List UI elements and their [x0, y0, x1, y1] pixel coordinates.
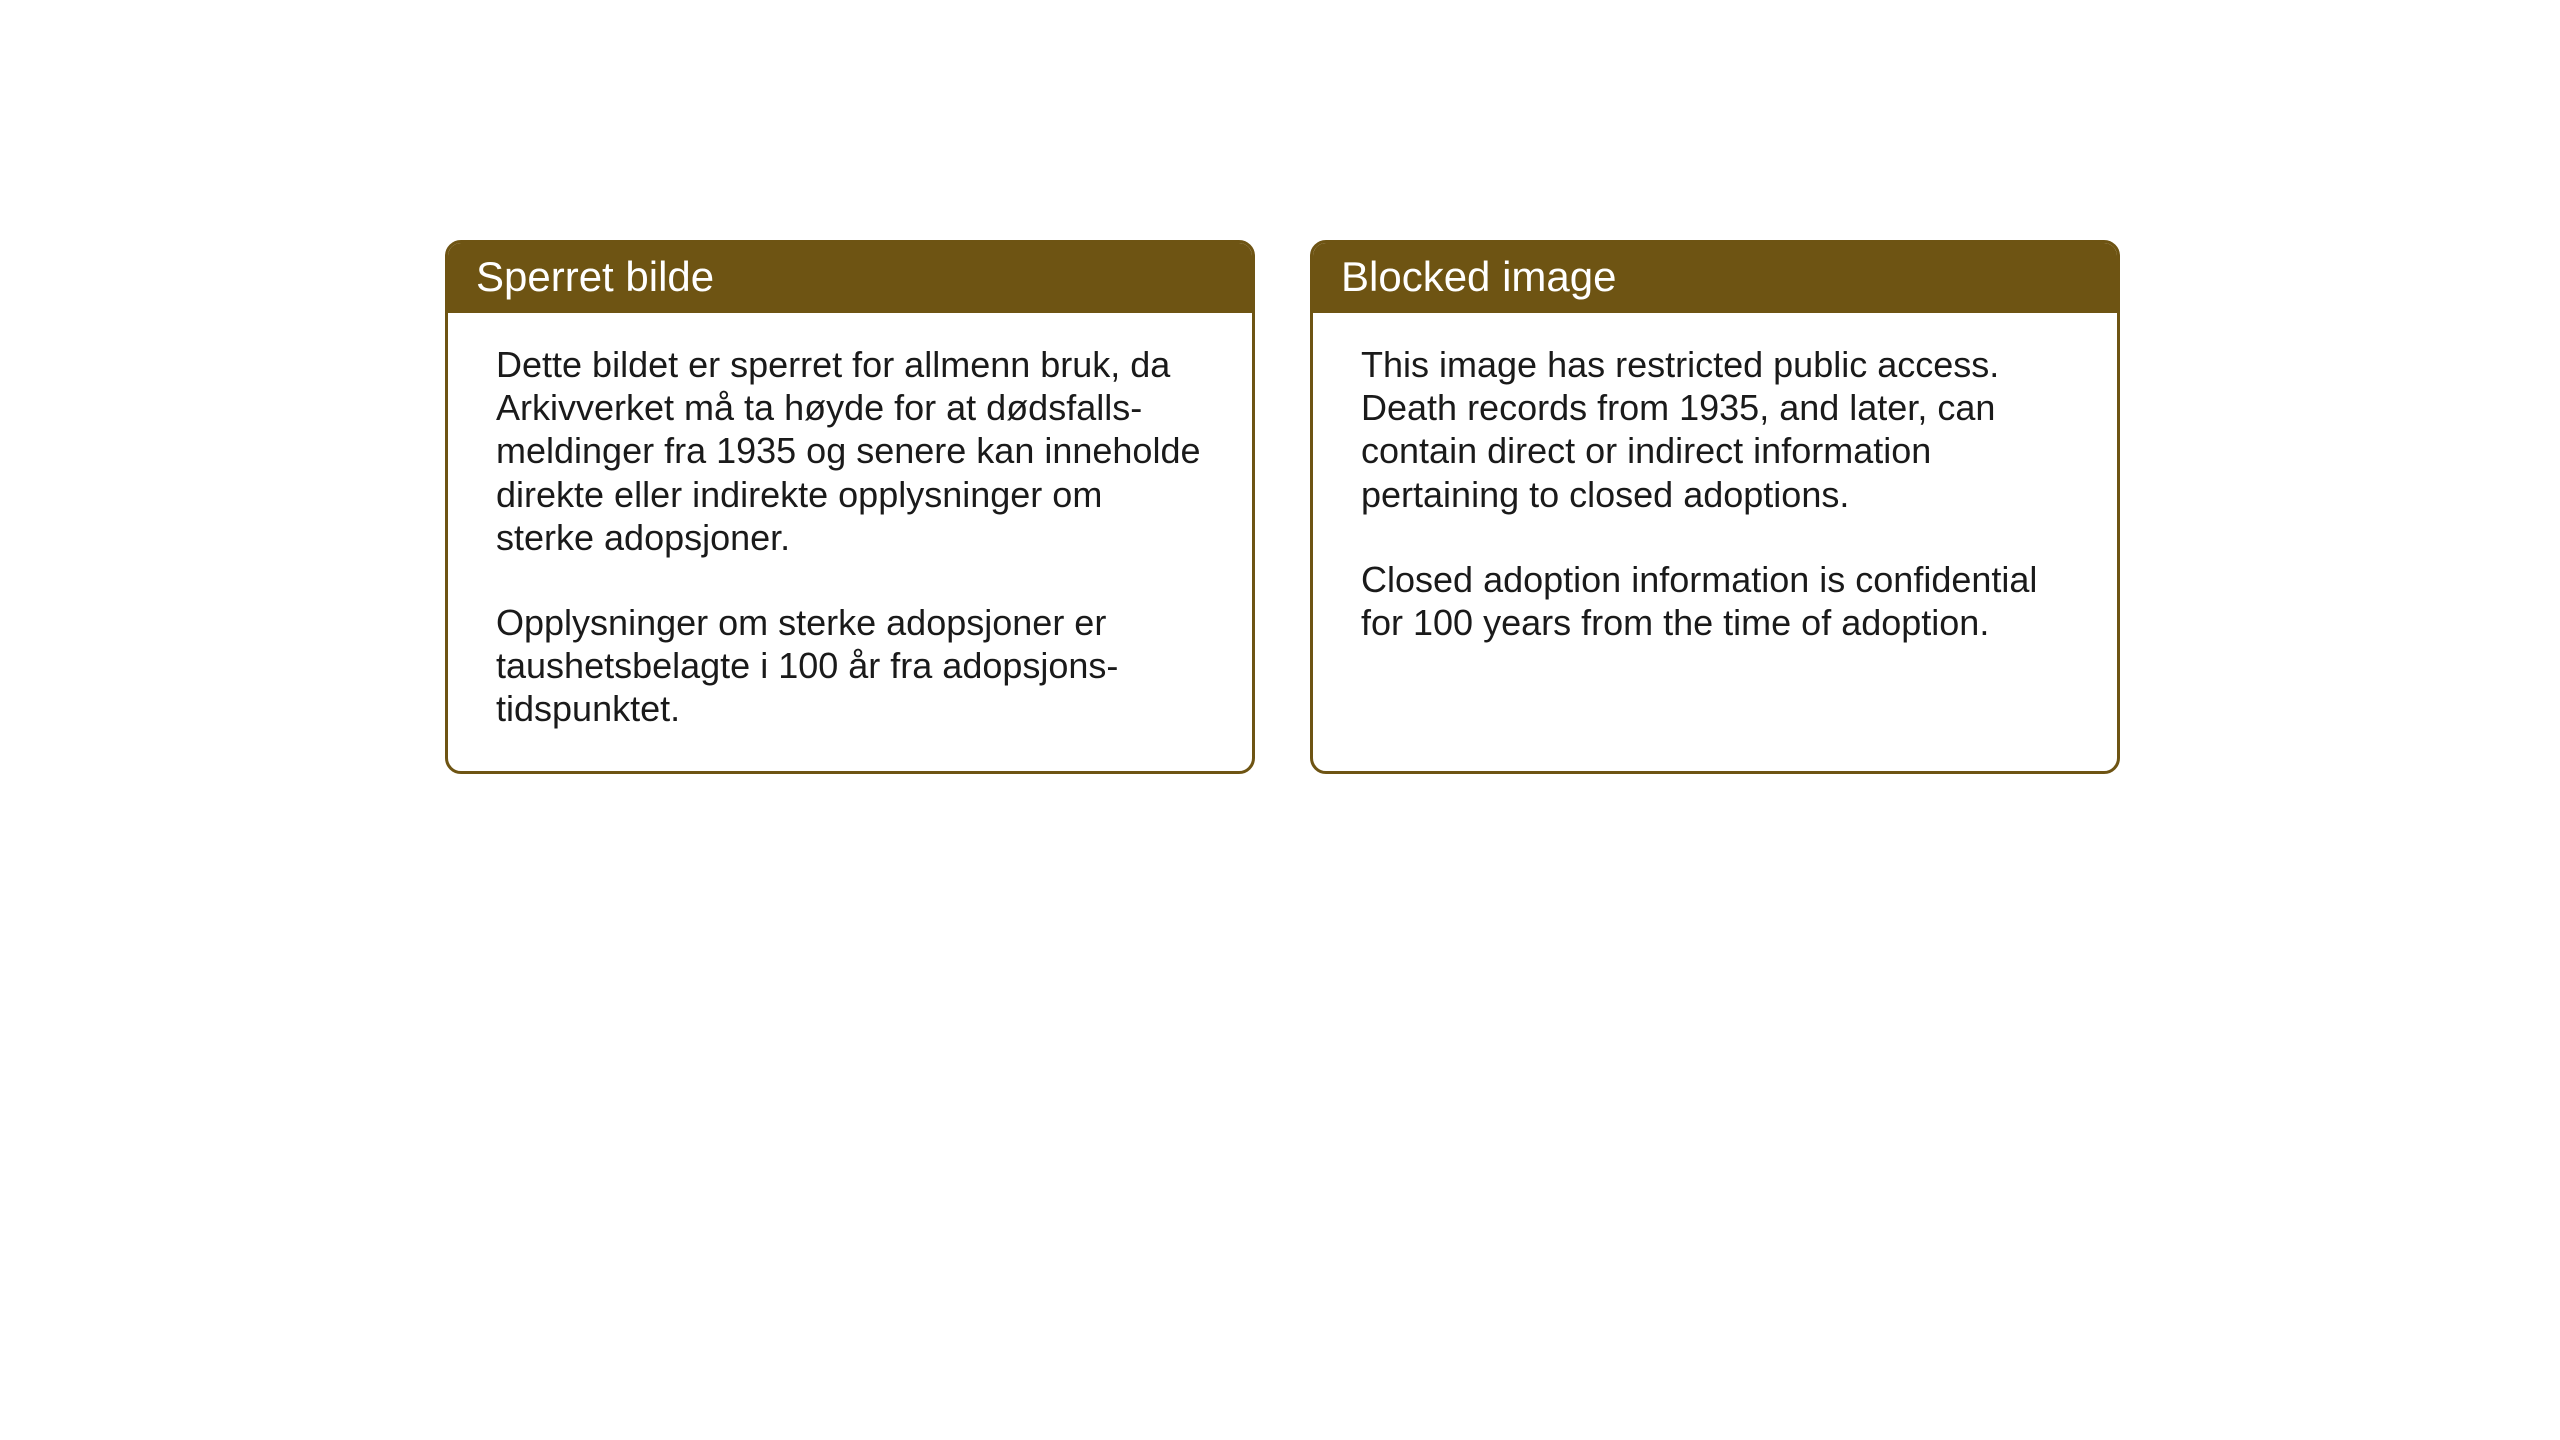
english-paragraph-1: This image has restricted public access.… — [1361, 343, 2069, 516]
english-card-body: This image has restricted public access.… — [1313, 313, 2117, 684]
english-paragraph-2: Closed adoption information is confident… — [1361, 558, 2069, 644]
english-info-card: Blocked image This image has restricted … — [1310, 240, 2120, 774]
info-cards-container: Sperret bilde Dette bildet er sperret fo… — [445, 240, 2120, 774]
norwegian-paragraph-2: Opplysninger om sterke adopsjoner er tau… — [496, 601, 1204, 731]
norwegian-paragraph-1: Dette bildet er sperret for allmenn bruk… — [496, 343, 1204, 559]
norwegian-card-body: Dette bildet er sperret for allmenn bruk… — [448, 313, 1252, 771]
english-card-title: Blocked image — [1313, 243, 2117, 313]
norwegian-info-card: Sperret bilde Dette bildet er sperret fo… — [445, 240, 1255, 774]
norwegian-card-title: Sperret bilde — [448, 243, 1252, 313]
